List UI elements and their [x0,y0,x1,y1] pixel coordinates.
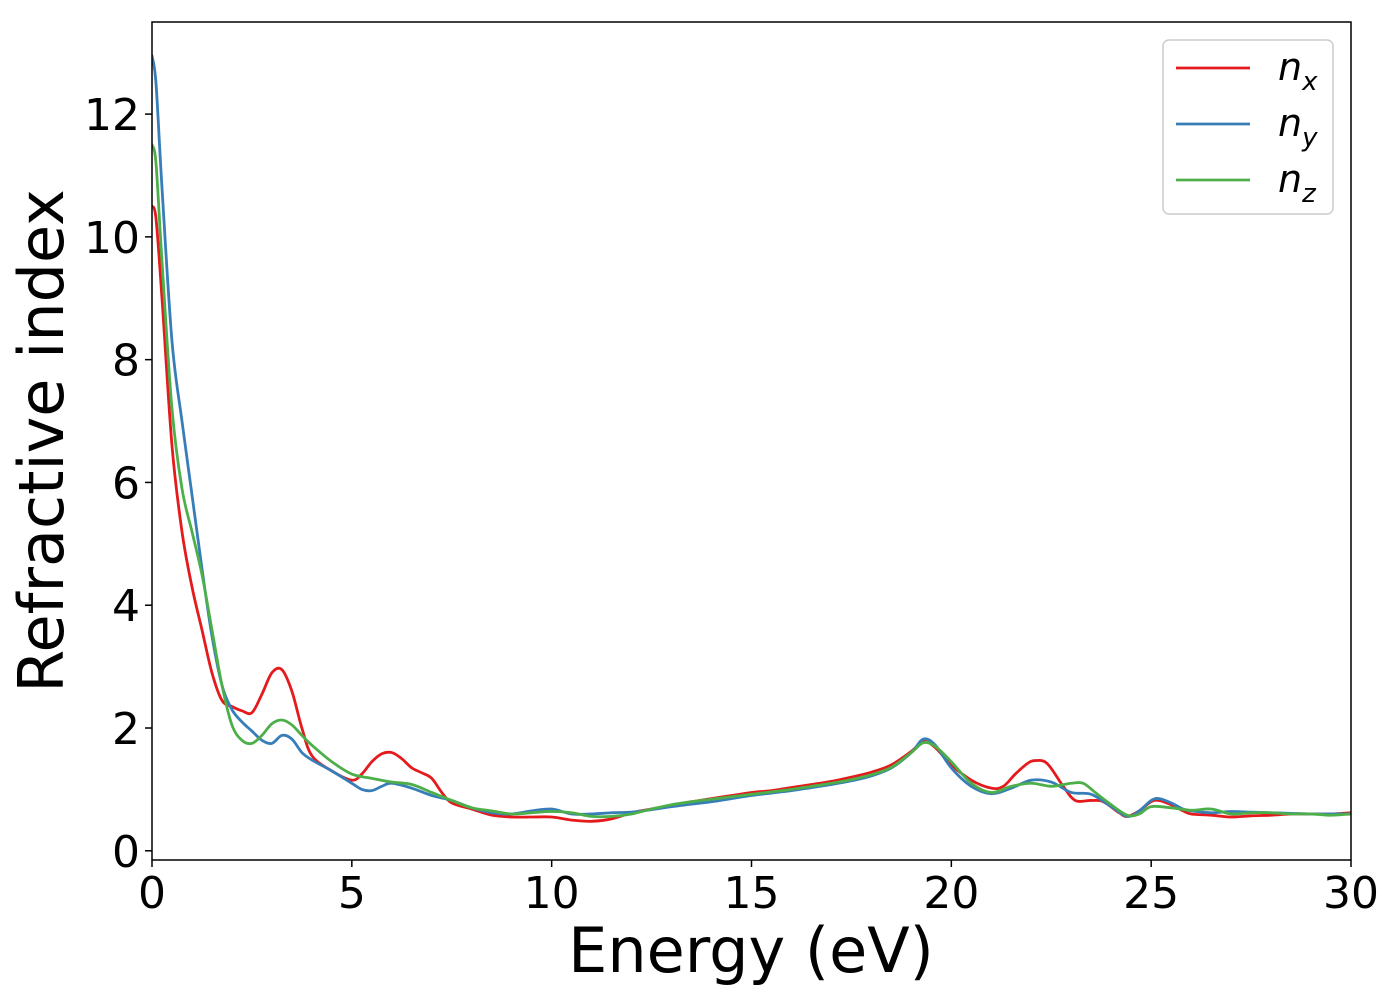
legend-label-subscript: y [1301,123,1318,153]
legend-label-nz: nz [1278,157,1317,209]
y-tick-label: 4 [112,581,140,632]
legend-label-nx: nx [1278,45,1318,97]
series-layer [152,54,1351,823]
legend-label-subscript: z [1301,179,1317,209]
legend-label-subscript: x [1301,67,1318,97]
x-tick-label: 15 [724,868,780,919]
legend-label-ny: ny [1278,101,1318,153]
legend-box [1162,39,1334,215]
legend-label-base: n [1278,157,1302,201]
plot-area [151,21,1352,861]
x-axis-ticks: 0 5 10 15 20 25 30 [138,860,1379,919]
x-tick-label: 0 [138,868,166,919]
x-tick-label: 20 [923,868,979,919]
x-tick-label: 10 [524,868,580,919]
y-axis-label: Refractive index [5,189,78,693]
x-axis-label: Energy (eV) [568,914,934,987]
y-tick-label: 0 [112,827,140,878]
x-tick-label: 25 [1123,868,1179,919]
y-tick-label: 2 [112,704,140,755]
x-tick-label: 30 [1323,868,1379,919]
x-tick-label: 5 [338,868,366,919]
y-tick-label: 10 [84,213,140,264]
series-line-ny [152,54,1351,818]
legend-label-base: n [1278,45,1302,89]
y-tick-label: 12 [84,90,140,141]
legend-label-base: n [1278,101,1302,145]
y-axis-ticks: 0 2 4 6 8 10 12 [84,90,152,878]
y-tick-label: 8 [112,336,140,387]
y-tick-label: 6 [112,458,140,509]
series-line-nz [152,143,1351,819]
